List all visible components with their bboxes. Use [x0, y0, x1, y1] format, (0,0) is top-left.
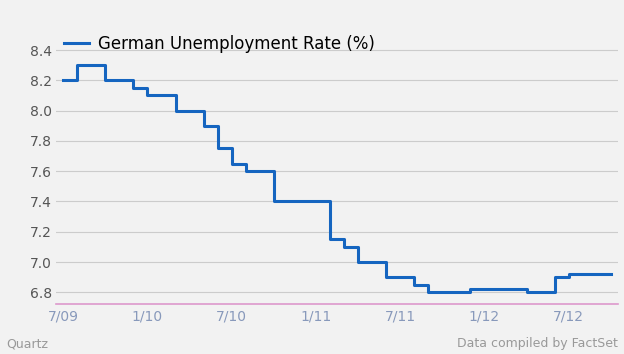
Text: Data compiled by FactSet: Data compiled by FactSet [457, 337, 618, 350]
Text: Quartz: Quartz [6, 337, 48, 350]
Legend: German Unemployment Rate (%): German Unemployment Rate (%) [64, 35, 374, 53]
